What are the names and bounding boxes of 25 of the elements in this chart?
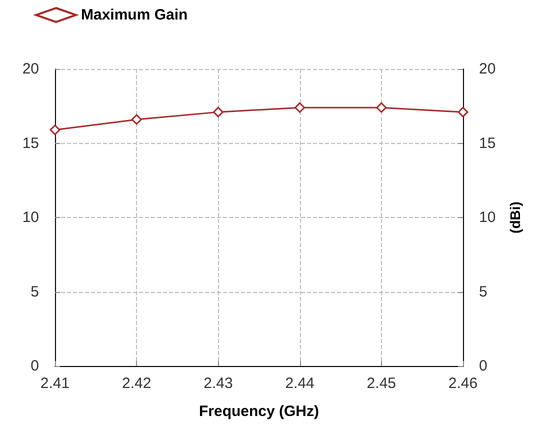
y-tick-label: 5 (30, 283, 39, 300)
x-tick-label: 2.46 (448, 375, 478, 392)
y2-tick-label: 10 (479, 209, 496, 226)
y-tick-label: 10 (22, 209, 39, 226)
y2-tick-label: 0 (479, 358, 488, 374)
point (212, 106, 224, 118)
x-tick-label: 2.44 (285, 375, 314, 392)
legend-label: Maximum Gain (81, 6, 188, 24)
y-tick-label: 0 (30, 358, 39, 374)
x-tick-label: 2.42 (122, 375, 152, 392)
y-tick-label: 15 (22, 134, 39, 152)
point (131, 114, 142, 125)
x-tick-label: 2.43 (204, 375, 233, 392)
x-tick-label: 2.41 (40, 375, 70, 392)
x-axis-title: Frequency (GHz) (198, 403, 320, 420)
y2-tick-label: 20 (479, 60, 496, 78)
y-tick-label: 20 (22, 60, 39, 78)
point (458, 106, 468, 118)
point (50, 124, 60, 136)
point (294, 102, 306, 113)
y2-tick-label: 5 (479, 283, 488, 300)
point (376, 102, 387, 113)
x-tick-label: 2.45 (366, 375, 396, 392)
y2-axis-title: (dBi) (507, 202, 523, 234)
y2-tick-label: 15 (479, 134, 496, 152)
